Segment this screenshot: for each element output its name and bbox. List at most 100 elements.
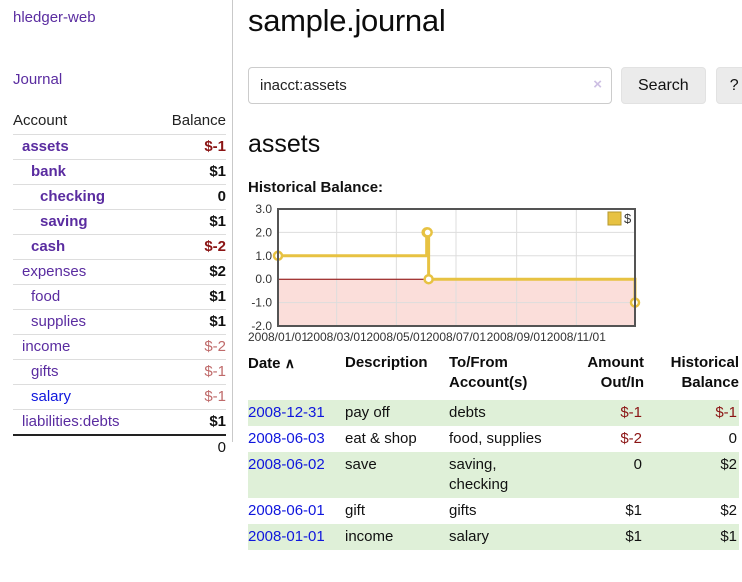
account-link-supplies[interactable]: supplies xyxy=(31,313,87,330)
clear-search-icon[interactable]: × xyxy=(593,76,602,93)
historical-balance-chart: 3.0 2.0 1.0 0.0 -1.0 -2.02008/01/012008/03/01… xyxy=(248,202,641,344)
transaction-description: save xyxy=(345,456,377,473)
register-header-balance: Historical Balance xyxy=(644,353,739,400)
account-link-gifts[interactable]: gifts xyxy=(31,363,59,380)
transaction-date-link[interactable]: 2008-12-31 xyxy=(248,404,325,421)
account-row: assets $-1 xyxy=(13,134,226,160)
transaction-balance: 0 xyxy=(728,430,737,447)
chart-label: Historical Balance: xyxy=(248,179,384,196)
transaction-description: pay off xyxy=(345,404,390,421)
account-balance: $1 xyxy=(154,409,226,435)
transaction-description: income xyxy=(345,528,394,545)
accounts-total-row: 0 xyxy=(13,434,226,460)
transaction-accounts: food, supplies xyxy=(449,430,542,447)
account-row: saving $1 xyxy=(13,209,226,235)
account-link-bank[interactable]: bank xyxy=(31,163,67,180)
search-form: × Search ? xyxy=(248,67,742,104)
account-link-expenses[interactable]: expenses xyxy=(22,263,87,280)
transaction-date-link[interactable]: 2008-06-01 xyxy=(248,502,325,519)
page-title: sample.journal xyxy=(248,3,446,38)
account-row: bank $1 xyxy=(13,159,226,185)
amount-header-line2: Out/In xyxy=(600,374,644,391)
transaction-balance: $-1 xyxy=(715,404,737,421)
account-link-saving[interactable]: saving xyxy=(40,213,88,230)
register-row: 2008-12-31 pay off debts $-1 $-1 xyxy=(248,400,739,426)
register-row: 2008-06-02 save saving, checking 0 $2 xyxy=(248,452,739,498)
account-row: gifts $-1 xyxy=(13,359,226,385)
transaction-date-link[interactable]: 2008-01-01 xyxy=(248,528,325,545)
account-balance: $2 xyxy=(154,259,226,285)
date-header-label: Date xyxy=(248,355,281,372)
account-balance: $-1 xyxy=(154,359,226,385)
account-link-salary[interactable]: salary xyxy=(31,388,72,405)
app-title-link[interactable]: hledger-web xyxy=(13,9,96,26)
sidebar-item-journal[interactable]: Journal xyxy=(13,71,63,88)
svg-text:2008/07/01: 2008/07/01 xyxy=(426,330,486,344)
svg-text:-1.0: -1.0 xyxy=(251,296,272,310)
accounts-header-account: Account xyxy=(13,112,68,129)
balance-header-line1: Historical xyxy=(670,354,739,371)
transaction-date-link[interactable]: 2008-06-02 xyxy=(248,456,325,473)
transaction-amount: 0 xyxy=(633,456,642,473)
account-balance: $1 xyxy=(154,209,226,235)
svg-text:2.0: 2.0 xyxy=(255,225,272,239)
account-link-assets[interactable]: assets xyxy=(22,138,69,155)
account-row: supplies $1 xyxy=(13,309,226,335)
svg-text:-2.0: -2.0 xyxy=(251,319,272,333)
app-window: hledger-web Journal Account Balance asse… xyxy=(0,0,742,550)
svg-text:1.0: 1.0 xyxy=(255,249,272,263)
transaction-accounts: saving, checking xyxy=(449,456,509,493)
sidebar: hledger-web Journal Account Balance asse… xyxy=(0,0,233,550)
account-link-liabilities-debts[interactable]: liabilities:debts xyxy=(22,413,120,430)
account-row: liabilities:debts $1 xyxy=(13,409,226,435)
main-content: sample.journal × Search ? assets Histori… xyxy=(233,0,742,550)
account-link-income[interactable]: income xyxy=(22,338,71,355)
balance-header-line2: Balance xyxy=(681,374,739,391)
account-row: income $-2 xyxy=(13,334,226,360)
svg-text:0.0: 0.0 xyxy=(255,272,272,286)
transaction-amount: $-1 xyxy=(620,404,642,421)
account-row: checking 0 xyxy=(13,184,226,210)
account-link-food[interactable]: food xyxy=(31,288,61,305)
register-header-amount: Amount Out/In xyxy=(545,353,644,400)
transaction-amount: $1 xyxy=(625,528,642,545)
account-balance: $-1 xyxy=(154,134,226,160)
account-page-title: assets xyxy=(248,130,321,158)
accounts-header-line1: To/From xyxy=(449,354,508,371)
account-balance: $1 xyxy=(154,284,226,310)
svg-text:2008/01/01: 2008/01/01 xyxy=(248,330,308,344)
search-button[interactable]: Search xyxy=(621,67,706,104)
account-row: food $1 xyxy=(13,284,226,310)
transaction-balance: $2 xyxy=(720,456,737,473)
accounts-table: Account Balance assets $-1 bank $1 check… xyxy=(13,110,226,460)
transaction-amount: $1 xyxy=(625,502,642,519)
account-balance: $-2 xyxy=(154,334,226,360)
transaction-accounts: gifts xyxy=(449,502,477,519)
transaction-accounts: salary xyxy=(449,528,490,545)
account-row: salary $-1 xyxy=(13,384,226,410)
register-row: 2008-06-03 eat & shop food, supplies $-2… xyxy=(248,426,739,452)
transaction-balance: $1 xyxy=(720,528,737,545)
account-balance: $-2 xyxy=(154,234,226,260)
account-link-checking[interactable]: checking xyxy=(40,188,106,205)
accounts-header-line2: Account(s) xyxy=(449,374,528,391)
transaction-amount: $-2 xyxy=(620,430,642,447)
svg-text:2008/09/01: 2008/09/01 xyxy=(487,330,547,344)
search-input[interactable] xyxy=(248,67,612,104)
transaction-date-link[interactable]: 2008-06-03 xyxy=(248,430,325,447)
svg-text:2008/05/01: 2008/05/01 xyxy=(366,330,426,344)
accounts-total-value: 0 xyxy=(154,434,226,460)
account-balance: 0 xyxy=(154,184,226,210)
register-row: 2008-01-01 income salary $1 $1 xyxy=(248,524,739,550)
sort-ascending-icon: ∧ xyxy=(284,355,295,371)
register-header-description: Description xyxy=(345,354,428,371)
help-button[interactable]: ? xyxy=(715,67,742,104)
account-row: cash $-2 xyxy=(13,234,226,260)
register-table: Date ∧ Description To/From Account(s) Am… xyxy=(248,353,739,550)
amount-header-line1: Amount xyxy=(587,354,644,371)
account-link-cash[interactable]: cash xyxy=(31,238,66,255)
account-balance: $1 xyxy=(154,159,226,185)
register-header-date[interactable]: Date ∧ xyxy=(248,353,345,400)
account-balance: $-1 xyxy=(154,384,226,410)
svg-text:$: $ xyxy=(624,211,632,226)
